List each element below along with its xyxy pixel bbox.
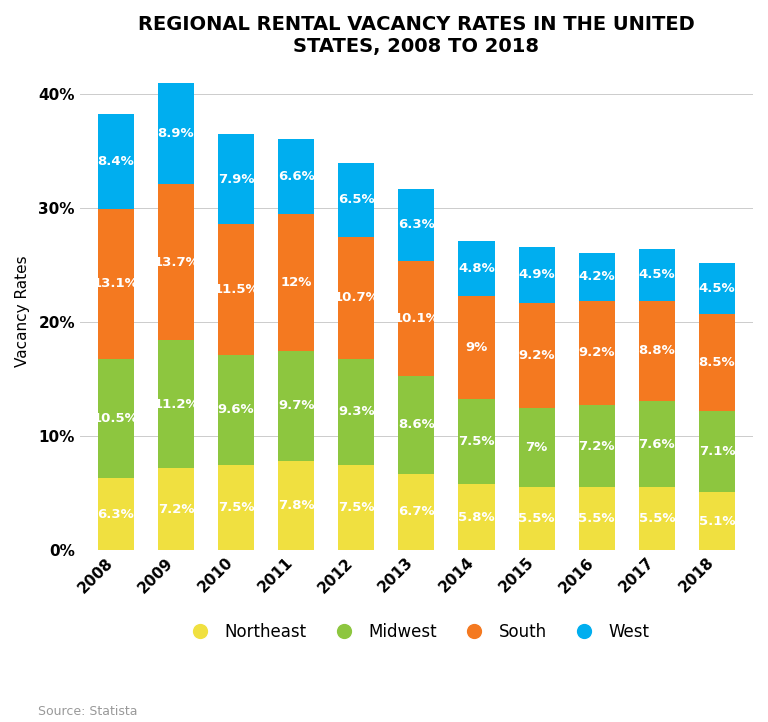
Text: 7.5%: 7.5%	[338, 501, 375, 514]
Bar	[338, 359, 374, 465]
Bar	[278, 351, 314, 461]
Bar	[218, 355, 254, 465]
Text: 10.7%: 10.7%	[333, 291, 379, 304]
Text: 8.8%: 8.8%	[638, 344, 675, 357]
Bar	[639, 300, 675, 401]
Bar	[98, 209, 134, 359]
Text: 9.6%: 9.6%	[218, 404, 254, 417]
Text: 10.5%: 10.5%	[93, 412, 139, 425]
Legend: Northeast, Midwest, South, West: Northeast, Midwest, South, West	[177, 616, 657, 647]
Text: 7.9%: 7.9%	[218, 173, 254, 186]
Bar	[218, 134, 254, 224]
Text: 8.6%: 8.6%	[398, 418, 435, 431]
Bar	[518, 303, 554, 408]
Text: 11.2%: 11.2%	[153, 398, 199, 411]
Text: 8.5%: 8.5%	[699, 356, 735, 369]
Bar	[699, 263, 735, 314]
Text: 6.3%: 6.3%	[98, 508, 134, 521]
Bar	[579, 253, 614, 300]
Text: 6.7%: 6.7%	[398, 505, 435, 518]
Text: 7.6%: 7.6%	[638, 438, 675, 451]
Bar	[518, 408, 554, 487]
Title: REGIONAL RENTAL VACANCY RATES IN THE UNITED
STATES, 2008 TO 2018: REGIONAL RENTAL VACANCY RATES IN THE UNI…	[138, 15, 695, 56]
Bar	[338, 162, 374, 237]
Text: 4.8%: 4.8%	[458, 262, 495, 275]
Bar	[579, 300, 614, 405]
Bar	[518, 247, 554, 303]
Bar	[98, 359, 134, 478]
Text: 5.8%: 5.8%	[458, 510, 495, 523]
Text: 9.7%: 9.7%	[278, 399, 314, 412]
Text: 5.5%: 5.5%	[518, 512, 554, 525]
Bar	[338, 237, 374, 359]
Text: 4.5%: 4.5%	[699, 282, 735, 295]
Text: 5.5%: 5.5%	[638, 512, 675, 525]
Bar	[579, 405, 614, 487]
Text: 7.2%: 7.2%	[157, 503, 194, 516]
Bar	[458, 399, 495, 484]
Bar	[579, 487, 614, 550]
Text: 7.2%: 7.2%	[578, 440, 615, 453]
Bar	[639, 487, 675, 550]
Bar	[278, 139, 314, 214]
Text: 6.3%: 6.3%	[398, 218, 435, 231]
Bar	[278, 461, 314, 550]
Bar	[518, 487, 554, 550]
Text: 9%: 9%	[465, 341, 488, 354]
Bar	[399, 474, 435, 550]
Text: 4.2%: 4.2%	[578, 270, 615, 283]
Bar	[338, 465, 374, 550]
Text: 4.9%: 4.9%	[518, 269, 555, 282]
Bar	[399, 261, 435, 375]
Text: 7.5%: 7.5%	[458, 435, 495, 448]
Bar	[278, 214, 314, 351]
Y-axis label: Vacancy Rates: Vacancy Rates	[15, 255, 30, 367]
Text: 5.5%: 5.5%	[578, 512, 615, 525]
Bar	[699, 314, 735, 411]
Text: 5.1%: 5.1%	[699, 515, 735, 528]
Bar	[399, 375, 435, 474]
Bar	[218, 224, 254, 355]
Bar	[639, 249, 675, 300]
Text: 4.5%: 4.5%	[638, 269, 675, 282]
Text: 10.1%: 10.1%	[393, 312, 439, 325]
Bar	[218, 465, 254, 550]
Text: 9.2%: 9.2%	[578, 347, 615, 360]
Text: 8.9%: 8.9%	[157, 127, 194, 140]
Text: 9.3%: 9.3%	[338, 405, 375, 418]
Text: 11.5%: 11.5%	[214, 283, 259, 296]
Text: Source: Statista: Source: Statista	[38, 705, 138, 718]
Bar	[158, 468, 194, 550]
Text: 8.4%: 8.4%	[98, 155, 134, 168]
Bar	[458, 484, 495, 550]
Text: 7.8%: 7.8%	[278, 499, 315, 512]
Bar	[639, 401, 675, 487]
Bar	[458, 296, 495, 399]
Bar	[158, 340, 194, 468]
Bar	[158, 184, 194, 340]
Bar	[98, 113, 134, 209]
Text: 13.1%: 13.1%	[93, 277, 139, 290]
Bar	[458, 241, 495, 296]
Text: 6.5%: 6.5%	[338, 193, 375, 206]
Text: 13.7%: 13.7%	[153, 256, 199, 269]
Bar	[699, 411, 735, 492]
Text: 7.5%: 7.5%	[218, 501, 254, 514]
Bar	[399, 189, 435, 261]
Text: 7%: 7%	[525, 441, 548, 454]
Text: 9.2%: 9.2%	[518, 349, 554, 362]
Text: 12%: 12%	[280, 276, 312, 289]
Text: 7.1%: 7.1%	[699, 445, 735, 458]
Text: 6.6%: 6.6%	[278, 170, 315, 183]
Bar	[98, 478, 134, 550]
Bar	[699, 492, 735, 550]
Bar	[158, 83, 194, 184]
